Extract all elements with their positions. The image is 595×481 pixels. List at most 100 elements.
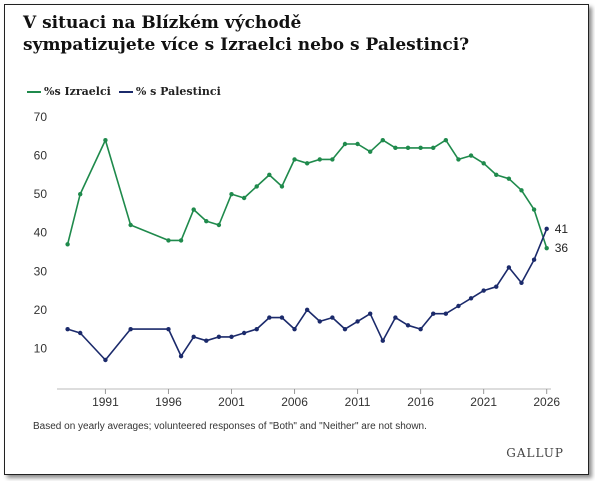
data-point-israelis — [405, 145, 411, 151]
data-point-israelis — [292, 157, 297, 162]
data-point-israelis — [191, 207, 196, 212]
x-tick-label: 1996 — [155, 395, 182, 409]
data-point-palestinians — [292, 326, 297, 332]
gallup-logo: GALLUP — [506, 446, 564, 460]
data-point-palestinians — [191, 334, 196, 340]
line-chart: 10 20 30 40 50 60 70 1991 1996 2001 2006 2011 2016 20… — [34, 110, 569, 409]
data-point-israelis — [494, 172, 499, 178]
data-point-palestinians — [78, 330, 83, 336]
data-point-palestinians — [367, 311, 373, 316]
data-point-israelis — [355, 141, 360, 147]
legend-label-palestinians: % s Palestinci — [135, 85, 221, 98]
data-point-israelis — [330, 157, 335, 162]
chart-legend: %s Izraelci % s Palestinci — [27, 85, 229, 98]
x-tick-label: 2006 — [281, 395, 308, 409]
data-point-israelis — [166, 238, 171, 243]
x-tick-label: 2011 — [345, 395, 371, 409]
end-value-label-palestinians: 41 — [555, 222, 569, 236]
data-point-palestinians — [65, 326, 70, 332]
data-point-israelis — [367, 149, 373, 154]
y-tick-label: 30 — [34, 264, 48, 278]
data-point-israelis — [267, 172, 272, 178]
data-point-palestinians — [393, 315, 398, 320]
data-point-palestinians — [468, 296, 474, 301]
data-point-israelis — [531, 207, 537, 212]
legend-label-israelis: %s Izraelci — [44, 85, 111, 98]
legend-swatch-palestinians — [118, 90, 133, 93]
data-point-israelis — [178, 238, 184, 243]
chart-frame: V situaci na Blízkém východě sympatizuje… — [4, 4, 589, 475]
data-point-palestinians — [317, 319, 322, 324]
chart-title-line-2: sympatizujete více s Izraelci nebo s Pal… — [23, 35, 470, 55]
data-point-palestinians — [544, 226, 549, 232]
data-point-palestinians — [506, 265, 512, 270]
chart-title-line-1: V situaci na Blízkém východě — [23, 13, 302, 33]
x-tick-label: 2026 — [533, 395, 560, 409]
data-point-israelis — [468, 153, 474, 158]
data-point-palestinians — [481, 288, 486, 293]
data-point-palestinians — [355, 319, 360, 324]
data-point-palestinians — [279, 315, 285, 320]
data-point-israelis — [279, 184, 285, 189]
x-tick-label: 2021 — [470, 395, 497, 409]
data-point-israelis — [103, 137, 108, 143]
data-point-palestinians — [204, 338, 209, 343]
data-point-israelis — [241, 195, 247, 201]
data-point-palestinians — [519, 280, 524, 286]
data-point-palestinians — [456, 303, 461, 309]
data-point-palestinians — [241, 330, 247, 336]
data-point-palestinians — [330, 315, 335, 320]
data-point-israelis — [304, 161, 310, 166]
x-tick-label: 2001 — [218, 395, 245, 409]
data-point-israelis — [506, 176, 512, 181]
data-point-israelis — [380, 137, 385, 143]
data-point-israelis — [204, 218, 209, 224]
data-point-palestinians — [254, 326, 259, 332]
data-point-palestinians — [431, 311, 436, 316]
data-point-palestinians — [380, 338, 385, 343]
data-point-israelis — [229, 191, 234, 197]
data-point-israelis — [78, 191, 83, 197]
y-tick-label: 50 — [34, 187, 48, 201]
series-line-israelis — [66, 139, 548, 249]
legend-item-palestinians: % s Palestinci — [118, 85, 221, 98]
data-point-palestinians — [304, 307, 310, 313]
data-point-israelis — [216, 222, 222, 228]
data-point-israelis — [456, 157, 461, 162]
data-point-israelis — [393, 145, 398, 151]
end-value-label-israelis: 36 — [555, 241, 569, 255]
y-tick-label: 40 — [34, 226, 48, 240]
data-point-palestinians — [531, 257, 537, 262]
data-point-palestinians — [128, 326, 133, 332]
data-point-israelis — [443, 137, 449, 143]
chart-title: V situaci na Blízkém východě sympatizuje… — [23, 12, 563, 56]
data-point-palestinians — [103, 357, 108, 363]
data-point-palestinians — [166, 326, 171, 332]
data-point-israelis — [519, 188, 524, 193]
x-tick-label: 2016 — [407, 395, 434, 409]
data-point-palestinians — [216, 334, 222, 340]
legend-swatch-israelis — [27, 90, 41, 93]
y-tick-label: 60 — [34, 149, 48, 163]
y-tick-label: 10 — [34, 341, 48, 355]
data-point-israelis — [418, 145, 423, 151]
data-point-palestinians — [405, 323, 411, 328]
footnote: Based on yearly averages; volunteered re… — [33, 421, 427, 432]
data-point-israelis — [65, 242, 70, 247]
data-point-palestinians — [178, 353, 184, 359]
y-tick-label: 20 — [34, 303, 48, 317]
data-point-israelis — [254, 184, 259, 189]
data-point-israelis — [128, 222, 133, 228]
data-point-israelis — [544, 245, 549, 251]
data-point-israelis — [317, 157, 322, 162]
data-point-palestinians — [342, 326, 348, 332]
series-line-palestinians — [67, 228, 548, 361]
data-point-palestinians — [267, 315, 272, 320]
legend-item-israelis: %s Izraelci — [27, 85, 111, 98]
data-point-palestinians — [418, 326, 423, 332]
y-tick-label: 70 — [34, 110, 48, 124]
data-point-palestinians — [494, 284, 499, 289]
data-point-israelis — [481, 161, 486, 166]
data-point-israelis — [431, 145, 436, 151]
data-point-palestinians — [229, 334, 234, 340]
